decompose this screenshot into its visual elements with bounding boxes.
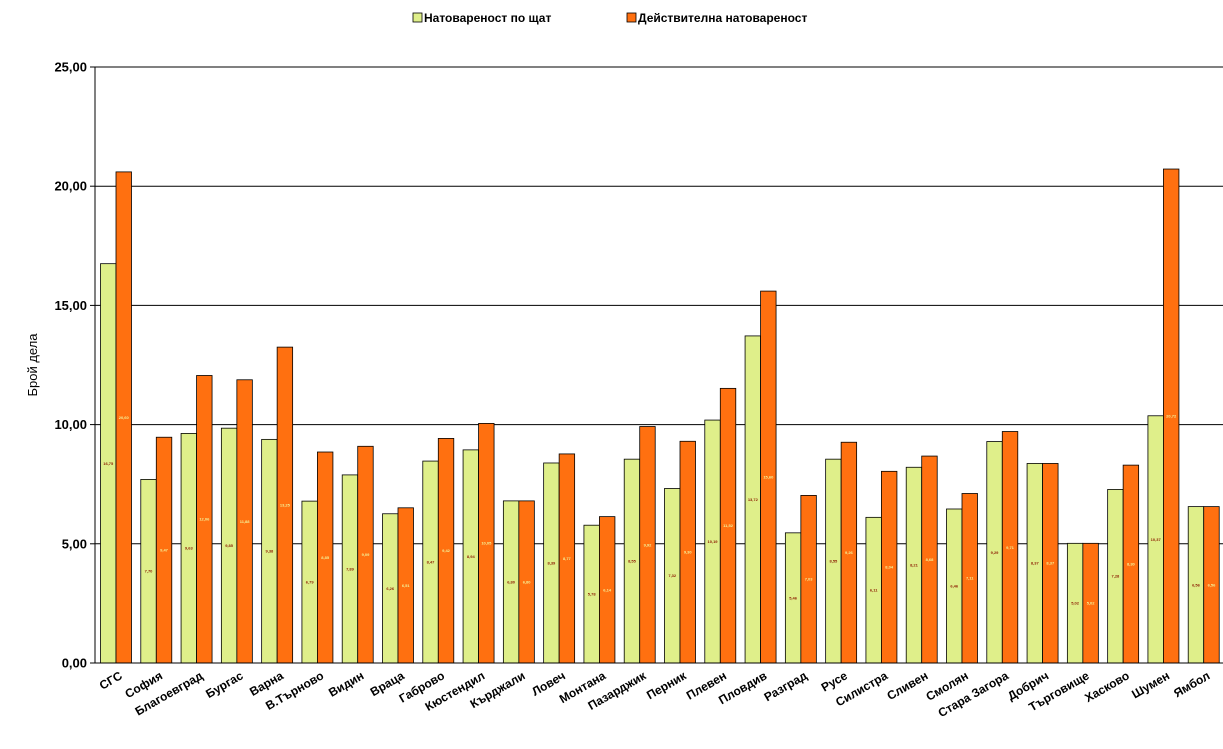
data-label: 11,52	[723, 523, 734, 528]
y-tick-label: 25,00	[54, 60, 87, 75]
data-label: 10,37	[1151, 537, 1162, 542]
y-tick-label: 0,00	[62, 656, 87, 671]
data-label: 13,72	[748, 497, 759, 502]
y-axis-ticks: 0,00 5,00 10,00 15,00 20,00 25,00	[54, 60, 95, 671]
y-axis-title: Брой дела	[25, 333, 40, 397]
data-label: 8,30	[1127, 562, 1136, 567]
y-tick-label: 10,00	[54, 417, 87, 432]
data-label: 7,70	[145, 569, 154, 574]
data-label: 16,75	[103, 461, 114, 466]
data-label: 8,47	[427, 560, 436, 565]
bars	[100, 168, 1220, 664]
data-labels: 16,75 20,60 7,70 9,47 9,63 12,06 9,85 11,88 9,38…	[103, 414, 1216, 606]
data-label: 9,63	[185, 546, 194, 551]
data-label: 9,71	[1006, 545, 1015, 550]
data-label: 7,89	[346, 566, 355, 571]
data-label: 9,30	[684, 550, 693, 555]
data-label: 8,37	[1046, 561, 1055, 566]
data-label: 20,72	[1166, 414, 1177, 419]
data-label: 7,32	[668, 573, 677, 578]
x-category-label: Шумен	[1129, 668, 1172, 701]
data-label: 6,26	[386, 586, 395, 591]
data-label: 6,80	[507, 579, 516, 584]
data-label: 9,29	[991, 550, 1000, 555]
data-label: 9,92	[644, 542, 653, 547]
data-label: 7,03	[805, 577, 814, 582]
data-label: 8,21	[910, 563, 919, 568]
data-label: 8,55	[628, 559, 637, 564]
data-label: 5,02	[1087, 601, 1096, 606]
legend: Натовареност по щат Действителна натовар…	[412, 11, 807, 25]
axes	[94, 67, 1223, 664]
x-category-label: Сливен	[885, 668, 931, 703]
data-label: 6,80	[523, 579, 532, 584]
data-label: 10,05	[481, 541, 492, 546]
x-category-label: Перник	[644, 668, 689, 702]
y-tick-label: 15,00	[54, 298, 87, 313]
data-label: 8,94	[467, 554, 476, 559]
y-tick-label: 5,00	[62, 536, 87, 551]
data-label: 20,60	[119, 415, 130, 420]
legend-swatch-series-1	[412, 12, 423, 23]
data-label: 9,47	[160, 548, 169, 553]
data-label: 9,38	[265, 549, 274, 554]
legend-label-series-2: Действителна натовареност	[638, 11, 807, 25]
x-category-label: Ямбол	[1171, 668, 1212, 700]
data-label: 6,11	[870, 588, 878, 593]
data-label: 10,19	[708, 539, 719, 544]
data-label: 8,37	[1031, 561, 1040, 566]
y-tick-label: 20,00	[54, 179, 87, 194]
data-label: 5,46	[789, 595, 798, 600]
data-label: 6,51	[402, 583, 411, 588]
data-label: 12,06	[199, 517, 210, 522]
data-label: 5,78	[588, 592, 597, 597]
x-category-label: Видин	[326, 668, 366, 699]
data-label: 9,42	[442, 548, 451, 553]
data-label: 9,26	[845, 550, 854, 555]
x-category-label: Бургас	[203, 668, 245, 701]
data-label: 6,79	[306, 580, 315, 585]
data-label: 9,85	[225, 543, 234, 548]
data-label: 7,28	[1111, 574, 1120, 579]
data-label: 8,55	[829, 559, 838, 564]
data-label: 9,09	[362, 552, 371, 557]
data-label: 8,39	[547, 560, 556, 565]
x-category-label: Разград	[762, 668, 810, 704]
data-label: 15,60	[763, 475, 774, 480]
data-label: 8,04	[885, 565, 894, 570]
data-label: 6,14	[603, 587, 612, 592]
legend-label-series-1: Натовареност по щат	[424, 11, 551, 25]
data-label: 5,02	[1071, 601, 1080, 606]
data-label: 8,68	[926, 557, 935, 562]
data-label: 13,25	[280, 503, 291, 508]
x-category-label: Хасково	[1082, 668, 1132, 705]
data-label: 7,11	[966, 576, 974, 581]
legend-swatch-series-2	[626, 12, 637, 23]
data-label: 6,56	[1192, 582, 1201, 587]
data-label: 11,88	[240, 519, 251, 524]
x-category-label: СГС	[97, 668, 125, 692]
data-label: 6,46	[950, 583, 959, 588]
data-label: 8,85	[321, 555, 330, 560]
data-label: 6,56	[1208, 582, 1217, 587]
data-label: 8,77	[563, 556, 572, 561]
